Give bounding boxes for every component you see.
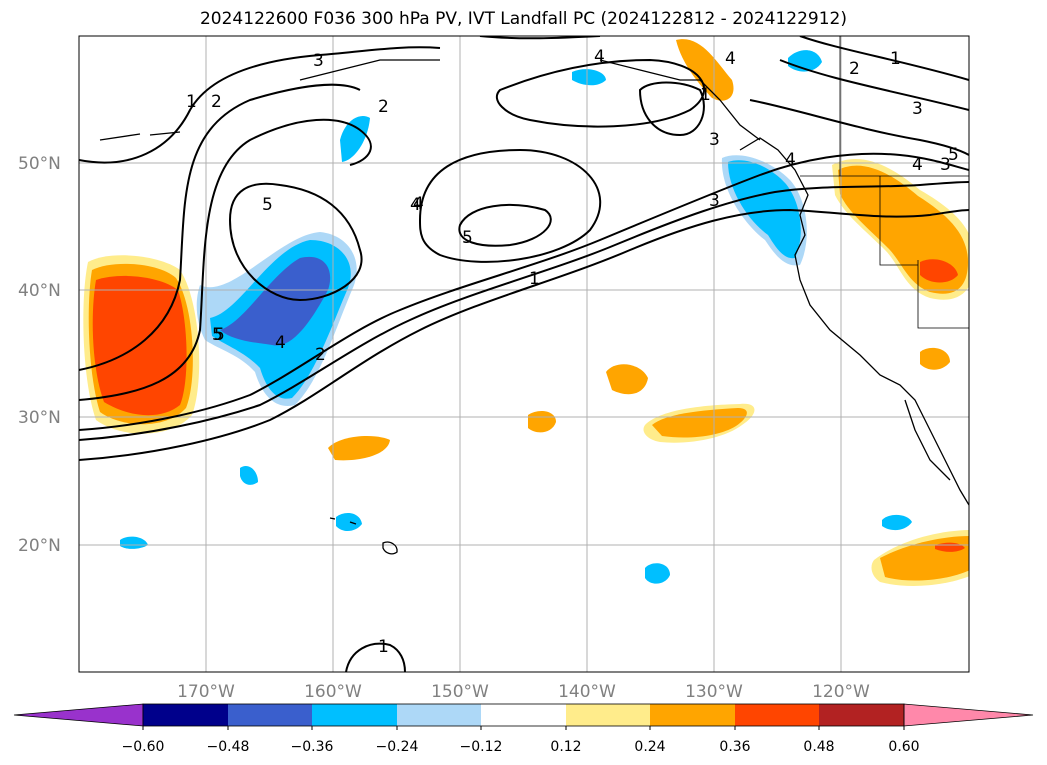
negative-anomaly-region bbox=[645, 563, 670, 584]
negative-anomaly-region bbox=[120, 536, 148, 549]
positive-anomaly-region bbox=[652, 408, 747, 438]
negative-anomaly-region bbox=[340, 116, 370, 162]
positive-anomaly-region bbox=[920, 347, 950, 370]
colorbar-bin bbox=[481, 704, 566, 726]
positive-anomaly-region bbox=[676, 39, 734, 101]
positive-anomaly-region bbox=[328, 436, 390, 461]
contour-label: 3 bbox=[912, 99, 923, 119]
contour-labels: 1 2 3 4 5 1 2 3 4 5 4 5 3 1 5 4 2 4 3 2 … bbox=[186, 47, 959, 657]
contour-label: 3 bbox=[709, 191, 720, 211]
lat-label-20n: 20°N bbox=[18, 536, 61, 556]
lat-label-50n: 50°N bbox=[18, 154, 61, 174]
contour-label: 4 bbox=[912, 155, 923, 175]
colorbar-tick-label: −0.12 bbox=[460, 739, 503, 755]
positive-anomaly-region bbox=[606, 364, 648, 395]
colorbar-bin bbox=[228, 704, 312, 726]
contour-label: 1 bbox=[378, 637, 389, 657]
strong-negative-anomaly-region bbox=[220, 256, 331, 346]
contour-label: 1 bbox=[890, 49, 901, 69]
lat-label-40n: 40°N bbox=[18, 281, 61, 301]
colorbar-tick-label: −0.36 bbox=[291, 739, 334, 755]
colorbar-bin bbox=[650, 704, 735, 726]
colorbar-bin bbox=[566, 704, 650, 726]
map-title: 2024122600 F036 300 hPa PV, IVT Landfall… bbox=[199, 9, 847, 29]
colorbar-tick-label: −0.24 bbox=[376, 739, 419, 755]
contour-label: 2 bbox=[211, 92, 222, 112]
lon-label-120w: 120°W bbox=[812, 682, 870, 702]
strong-positive-anomaly-region bbox=[920, 259, 958, 283]
contour-label: 1 bbox=[700, 85, 711, 105]
contour-label: 5 bbox=[262, 195, 273, 215]
contour-label: 2 bbox=[849, 59, 860, 79]
contours bbox=[79, 36, 969, 672]
lon-label-140w: 140°W bbox=[558, 682, 616, 702]
contour-label: 4 bbox=[410, 195, 421, 215]
colorbar-bin bbox=[312, 704, 397, 726]
colorbar-tick-label: −0.48 bbox=[207, 739, 250, 755]
borders bbox=[800, 36, 969, 329]
lon-label-170w: 170°W bbox=[177, 682, 235, 702]
colorbar-bin bbox=[819, 704, 904, 726]
lon-label-150w: 150°W bbox=[431, 682, 489, 702]
contour-label: 4 bbox=[275, 333, 286, 353]
colorbar-bin bbox=[397, 704, 481, 726]
colorbar-bin bbox=[143, 704, 228, 726]
colorbar-max-extension bbox=[903, 703, 1034, 727]
negative-anomaly-region bbox=[882, 514, 912, 531]
strong-positive-anomaly-region bbox=[92, 275, 187, 416]
contour-label: 1 bbox=[529, 269, 540, 289]
contour-label: 3 bbox=[940, 155, 951, 175]
contour-label: 3 bbox=[709, 130, 720, 150]
colorbar-tick-label: 0.36 bbox=[719, 739, 750, 755]
coastlines bbox=[99, 59, 969, 555]
lon-labels: 170°W 160°W 150°W 140°W 130°W 120°W bbox=[177, 682, 870, 702]
negative-anomaly-region bbox=[336, 512, 362, 532]
contour-label: 4 bbox=[594, 47, 605, 67]
lat-labels: 50°N 40°N 30°N 20°N bbox=[18, 154, 61, 556]
colorbar-tick-label: 0.24 bbox=[634, 739, 665, 755]
map-plot-area: 1 2 3 4 5 1 2 3 4 5 4 5 3 1 5 4 2 4 3 2 … bbox=[79, 36, 969, 672]
contour-label: 5 bbox=[212, 325, 223, 345]
lat-label-30n: 30°N bbox=[18, 408, 61, 428]
contour-label: 5 bbox=[948, 145, 959, 165]
lon-label-160w: 160°W bbox=[304, 682, 362, 702]
positive-anomaly-region bbox=[528, 410, 556, 433]
colorbar-bin bbox=[735, 704, 819, 726]
colorbar-tick-label: 0.12 bbox=[550, 739, 581, 755]
colorbar-min-extension bbox=[13, 703, 144, 727]
contour-label: 4 bbox=[725, 49, 736, 69]
colorbar-ticks bbox=[142, 726, 905, 730]
colorbar: −0.60 −0.48 −0.36 −0.24 −0.12 0.12 0.24 … bbox=[13, 703, 1034, 755]
contour-label: 2 bbox=[378, 97, 389, 117]
contour-label: 3 bbox=[313, 51, 324, 71]
negative-anomaly-region bbox=[572, 69, 606, 86]
contour-label: 1 bbox=[186, 92, 197, 112]
colorbar-tick-label: 0.60 bbox=[888, 739, 919, 755]
contour-label: 2 bbox=[315, 345, 326, 365]
map-frame bbox=[78, 35, 970, 673]
contour-label: 4 bbox=[413, 194, 424, 214]
contour-label: 5 bbox=[462, 228, 473, 248]
contour-label: 4 bbox=[785, 150, 796, 170]
lon-label-130w: 130°W bbox=[685, 682, 743, 702]
negative-anomaly-region bbox=[728, 160, 801, 259]
colorbar-tick-label: 0.48 bbox=[803, 739, 834, 755]
contour-label: 5 bbox=[214, 325, 225, 345]
negative-anomaly-region bbox=[240, 465, 258, 485]
colorbar-tick-label: −0.60 bbox=[122, 739, 165, 755]
